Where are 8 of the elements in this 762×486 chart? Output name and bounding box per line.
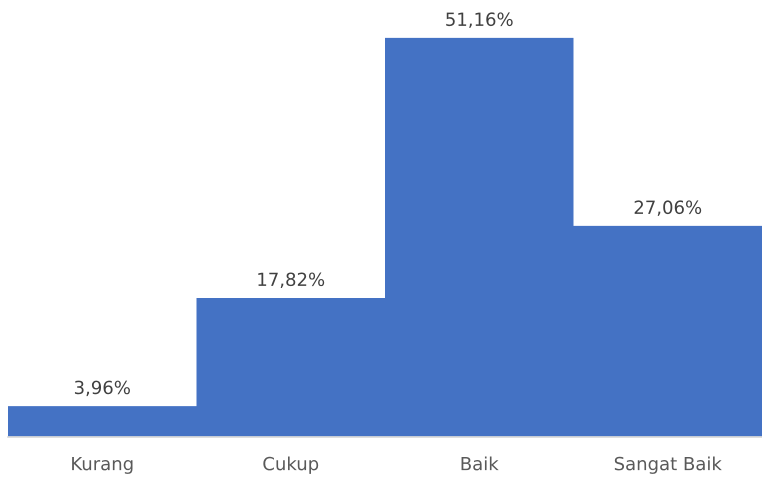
data-label: 17,82% [258, 272, 324, 288]
x-tick-label: Kurang [72, 457, 132, 474]
data-label: 27,06% [634, 200, 702, 216]
x-tick-label: Cukup [263, 456, 318, 474]
data-label: 3,96% [74, 380, 130, 396]
x-tick-label: Sangat Baik [614, 456, 722, 474]
data-label: 51,16% [446, 12, 513, 28]
x-tick-label: Baik [462, 456, 499, 470]
